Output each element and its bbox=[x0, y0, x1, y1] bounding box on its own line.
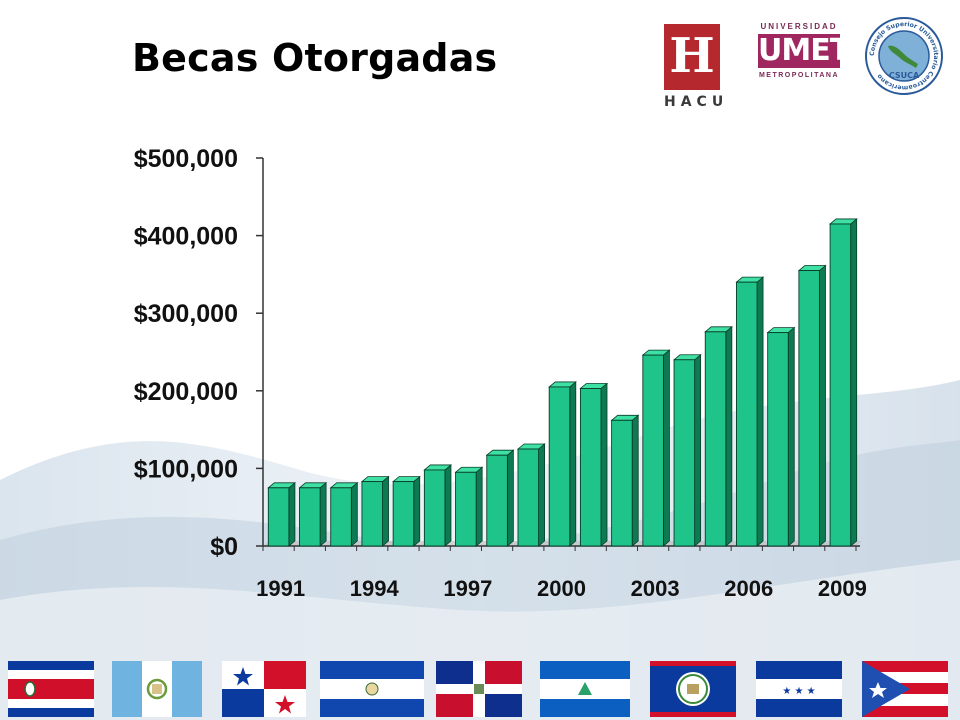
bar-front bbox=[611, 419, 633, 547]
bar-2004 bbox=[672, 353, 702, 547]
bar-2002 bbox=[610, 414, 640, 547]
bar-front bbox=[330, 487, 352, 547]
flags-strip: ★ ★ ★ bbox=[8, 661, 948, 717]
bar-2007 bbox=[766, 326, 796, 547]
bar-front bbox=[673, 359, 696, 547]
y-tick-label: $500,000 bbox=[134, 145, 238, 173]
bar-front bbox=[455, 471, 477, 547]
flag-costa-rica bbox=[8, 661, 94, 717]
bar-2008 bbox=[797, 264, 827, 547]
flag-guatemala bbox=[112, 661, 202, 717]
bar-front bbox=[767, 332, 789, 547]
bar-side bbox=[319, 481, 327, 547]
bar-side bbox=[382, 475, 389, 547]
x-tick-label: 1991 bbox=[256, 576, 305, 601]
hacu-logo: H HACU bbox=[664, 24, 729, 120]
bar-1997 bbox=[454, 466, 484, 547]
umet-logo-top: UNIVERSIDAD bbox=[760, 22, 838, 31]
svg-text:★ ★ ★: ★ ★ ★ bbox=[782, 686, 815, 697]
bar-1992 bbox=[298, 481, 328, 547]
bar-1996 bbox=[423, 464, 453, 547]
x-tick-label: 2009 bbox=[818, 576, 867, 601]
bar-1994 bbox=[360, 475, 390, 547]
y-tick-label: $0 bbox=[210, 533, 238, 561]
bar-1995 bbox=[392, 475, 421, 547]
bar-side bbox=[600, 382, 608, 547]
bar-side bbox=[538, 443, 545, 547]
bar-side bbox=[413, 475, 421, 547]
flag-nicaragua bbox=[540, 661, 630, 717]
bar-2005 bbox=[704, 325, 733, 547]
bar-front bbox=[361, 481, 383, 547]
bar-front bbox=[798, 270, 820, 547]
y-tick-label: $400,000 bbox=[134, 223, 238, 251]
flag-panama bbox=[222, 661, 306, 717]
x-axis-labels: 1991 1994 1997 2000 2003 2006 2009 bbox=[256, 576, 867, 601]
slide-title: Becas Otorgadas bbox=[132, 36, 498, 80]
bar-side bbox=[756, 276, 764, 547]
bar-front bbox=[517, 448, 540, 547]
bar-front bbox=[704, 331, 727, 547]
chart-bars bbox=[267, 218, 858, 547]
bar-side bbox=[819, 264, 826, 547]
bar-1998 bbox=[485, 449, 515, 547]
bar-side bbox=[569, 381, 577, 547]
hacu-logo-box bbox=[664, 24, 720, 90]
bar-front bbox=[299, 487, 321, 547]
hacu-logo-letter: H bbox=[669, 28, 715, 84]
bar-side bbox=[694, 353, 702, 547]
x-tick-label: 2006 bbox=[724, 576, 773, 601]
bar-2006 bbox=[735, 276, 765, 547]
bar-front bbox=[579, 388, 602, 547]
bar-2001 bbox=[579, 382, 609, 547]
hacu-logo-word: HACU bbox=[664, 94, 729, 110]
bar-front bbox=[423, 469, 446, 547]
bar-1991 bbox=[267, 481, 297, 547]
bar-side bbox=[444, 464, 452, 547]
bar-front bbox=[642, 354, 664, 547]
flag-belize bbox=[650, 661, 736, 717]
bar-side bbox=[288, 481, 296, 547]
flag-puerto-rico bbox=[862, 661, 948, 717]
y-tick-label: $300,000 bbox=[134, 300, 238, 328]
flag-dominican-republic bbox=[436, 661, 522, 717]
bar-side bbox=[725, 325, 733, 547]
x-tick-label: 2003 bbox=[631, 576, 680, 601]
flag-honduras: ★ ★ ★ bbox=[756, 661, 842, 717]
bar-front bbox=[829, 223, 852, 547]
bar-side bbox=[787, 326, 795, 547]
bar-front bbox=[267, 487, 290, 547]
bar-side bbox=[506, 449, 514, 547]
flag-el-salvador bbox=[320, 661, 424, 717]
bar-2009 bbox=[828, 218, 858, 547]
umet-logo: UNIVERSIDAD UMET METROPOLITANA bbox=[756, 22, 850, 82]
bar-side bbox=[631, 414, 639, 547]
bar-1999 bbox=[516, 443, 546, 547]
bar-front bbox=[392, 481, 415, 547]
bar-front bbox=[736, 281, 758, 547]
x-tick-label: 1997 bbox=[443, 576, 492, 601]
bar-2003 bbox=[641, 349, 671, 547]
bar-side bbox=[475, 466, 483, 547]
umet-logo-main: UMET bbox=[758, 33, 850, 68]
bar-front bbox=[548, 386, 571, 547]
bar-side bbox=[350, 481, 358, 547]
x-tick-label: 2000 bbox=[537, 576, 586, 601]
csuca-seal: Consejo Superior Universitario Centroame… bbox=[865, 17, 943, 95]
y-tick-label: $100,000 bbox=[134, 455, 238, 483]
bar-front bbox=[486, 454, 508, 547]
csuca-center-text: CSUCA bbox=[889, 71, 920, 80]
bar-side bbox=[850, 218, 858, 547]
y-axis-labels: $0 $100,000 $200,000 $300,000 $400,000 $500,0… bbox=[134, 145, 238, 561]
bar-2000 bbox=[548, 381, 577, 547]
umet-logo-bottom: METROPOLITANA bbox=[758, 72, 840, 79]
bar-1993 bbox=[329, 481, 359, 547]
bar-side bbox=[663, 349, 670, 547]
y-tick-label: $200,000 bbox=[134, 378, 238, 406]
x-tick-label: 1994 bbox=[350, 576, 400, 601]
